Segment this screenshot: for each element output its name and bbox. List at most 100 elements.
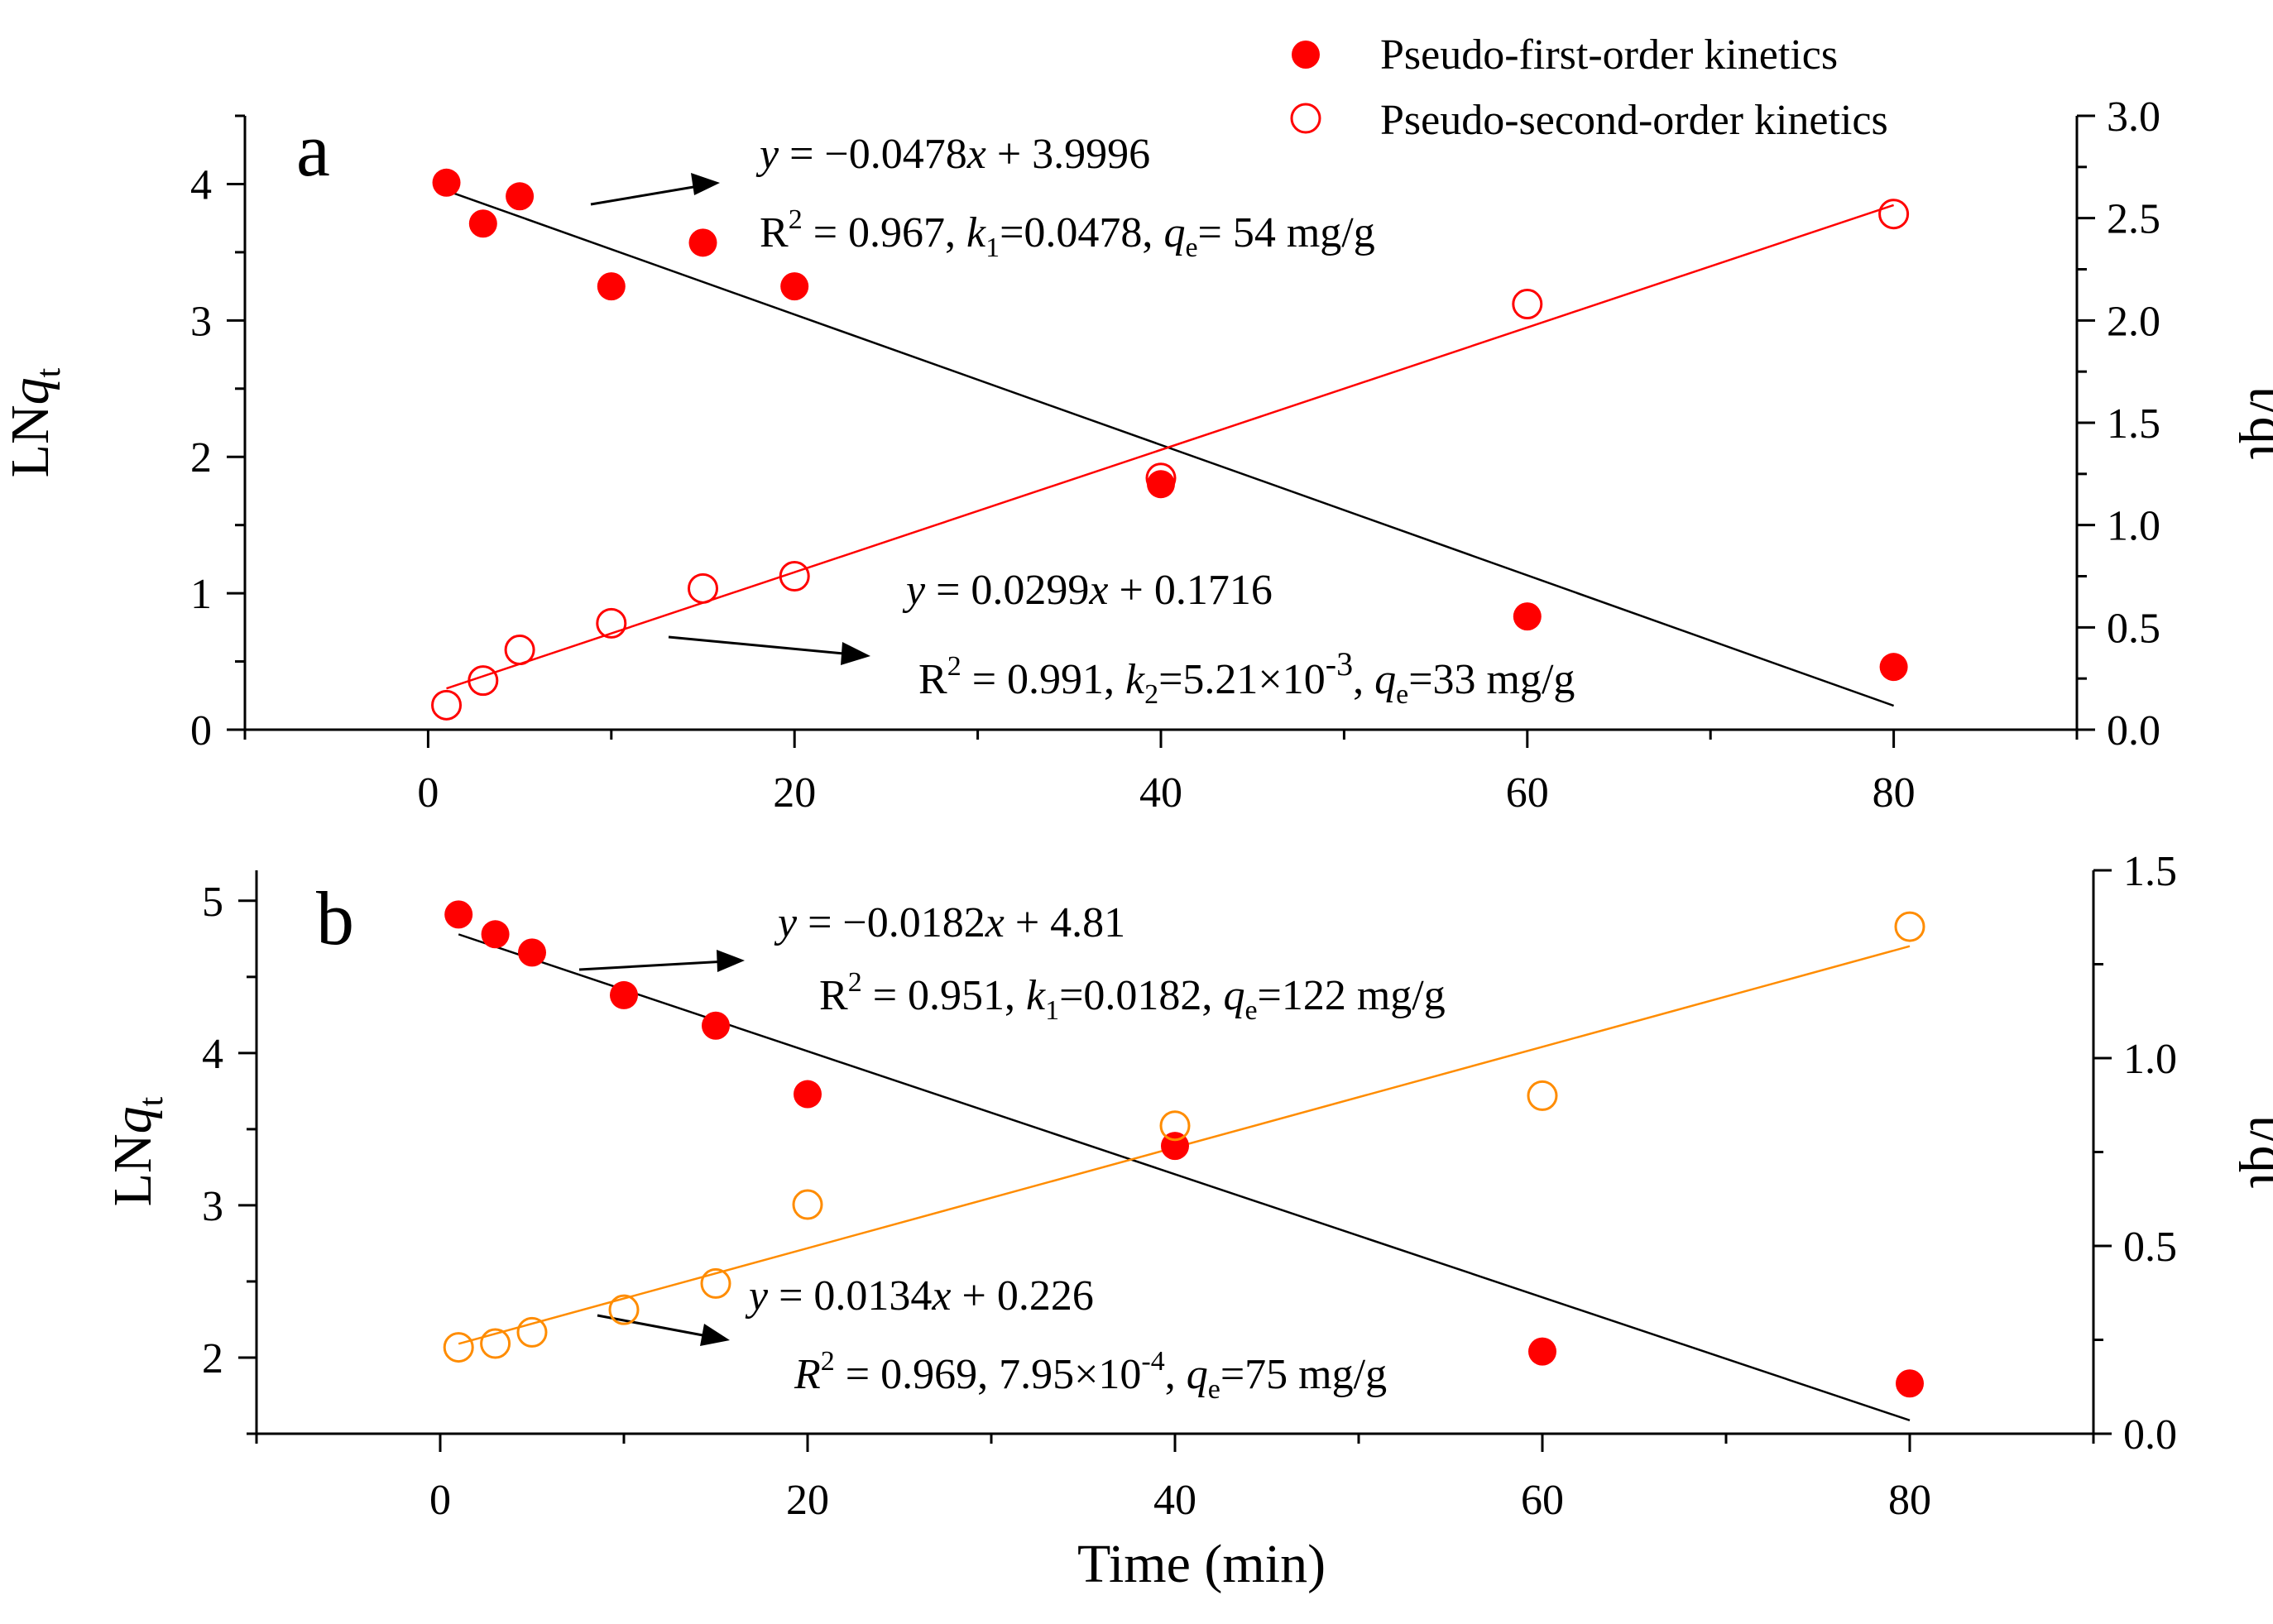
panel-b-x-tick-label: 80 <box>1888 1477 1931 1524</box>
panel-b-point-first-order <box>444 900 473 929</box>
panel-b-point-second-order <box>516 1316 548 1348</box>
legend: Pseudo-first-order kinetics Pseudo-secon… <box>1290 31 1888 144</box>
panel-b-x-tick-label: 40 <box>1153 1477 1196 1524</box>
panel-a-point-first-order <box>780 272 809 301</box>
panel-b-point-second-order <box>1159 1110 1191 1142</box>
panel-a-point-first-order <box>688 228 717 257</box>
panel-a-first-eq: y = −0.0478x + 3.9996 <box>755 131 1150 178</box>
panel-a-point-second-order <box>504 635 535 666</box>
panel-b-right-tick-label: 0.0 <box>2123 1411 2177 1459</box>
panel-b-first-eq: y = −0.0182x + 4.81 <box>774 899 1125 946</box>
panel-a-point-second-order <box>596 607 627 639</box>
panel-a-annotations: y = −0.0478x + 3.9996 R2 = 0.967, k1=0.0… <box>590 131 1575 710</box>
panel-a-left-tick-label: 0 <box>190 707 212 755</box>
panel-a-point-first-order <box>597 272 626 301</box>
panel-a-x-tick-label: 80 <box>1873 769 1916 817</box>
panel-b-second-eq: y = 0.0134x + 0.226 <box>745 1272 1094 1320</box>
panel-b-point-first-order <box>794 1080 822 1109</box>
legend-label-first-order: Pseudo-first-order kinetics <box>1380 31 1838 79</box>
panel-a-second-stats: R2 = 0.991, k2=5.21×10-3, qe=33 mg/g <box>918 645 1575 710</box>
panel-b-x-tick-label: 20 <box>786 1477 829 1524</box>
panel-a-right-tick-label: 2.5 <box>2107 196 2160 243</box>
panel-b-fit-line-first-order <box>458 933 1911 1421</box>
panel-a-point-second-order <box>468 665 499 697</box>
panel-letter-a: a <box>296 108 330 192</box>
panel-a-right-tick-label: 2.0 <box>2107 298 2160 345</box>
panel-a-first-stats: R2 = 0.967, k1=0.0478, qe= 54 mg/g <box>760 204 1375 263</box>
panel-b-point-second-order <box>443 1332 474 1363</box>
panel-a-point-first-order <box>506 182 535 211</box>
panel-b-right-tick-label: 1.5 <box>2123 848 2177 895</box>
panel-b-arrow-second <box>597 1314 712 1339</box>
panel-b-left-tick-label: 2 <box>202 1335 223 1382</box>
panel-b-arrow-first <box>578 960 727 971</box>
panel-a-x-tick-label: 0 <box>417 769 439 817</box>
panel-a-x-tick-label: 20 <box>773 769 816 817</box>
panel-b-left-axis-title: LNqt <box>103 1096 170 1206</box>
panel-b-point-second-order <box>608 1294 640 1325</box>
legend-marker-second-order <box>1290 103 1321 134</box>
panel-b-point-second-order <box>792 1189 823 1220</box>
x-axis-title: Time (min) <box>1077 1534 1326 1594</box>
panel-a-point-second-order <box>1512 289 1543 320</box>
panel-a-right-tick-label: 3.0 <box>2107 93 2160 141</box>
panel-a-x-tick-label: 60 <box>1506 769 1549 817</box>
panel-a-x-tick-label: 40 <box>1139 769 1182 817</box>
panel-a-point-second-order <box>1145 462 1177 494</box>
panel-b-right-tick-label: 1.0 <box>2123 1036 2177 1083</box>
panel-b-left-tick-label: 3 <box>202 1183 223 1230</box>
panel-a-arrowhead-first <box>691 173 720 195</box>
panel-a-left-tick-label: 1 <box>190 571 212 618</box>
panel-b-plot: 0 20 40 60 80 2 3 4 5 0.0 0.5 1.0 1.5 LNqt t/qt <box>103 848 2273 1524</box>
panel-a-right-tick-label: 1.0 <box>2107 503 2160 550</box>
legend-label-second-order: Pseudo-second-order kinetics <box>1380 97 1888 144</box>
panel-a-second-eq: y = 0.0299x + 0.1716 <box>902 567 1273 614</box>
panel-b-point-first-order <box>481 920 510 949</box>
panel-b-left-tick-label: 5 <box>202 879 223 926</box>
panel-b-point-first-order <box>610 980 638 1009</box>
panel-a-point-second-order <box>1878 199 1910 230</box>
panel-a-left-axis-title: LNqt <box>0 367 68 477</box>
panel-a-right-tick-label: 1.5 <box>2107 400 2160 448</box>
panel-b-left-tick-label: 4 <box>202 1031 223 1078</box>
panel-a-right-axis-title: t/qt <box>2238 386 2273 459</box>
panel-b-right-tick-label: 0.5 <box>2123 1224 2177 1271</box>
panel-b-point-first-order <box>1528 1337 1556 1366</box>
panel-a-point-second-order <box>779 561 810 592</box>
panel-b-arrowhead-second <box>700 1324 730 1346</box>
panel-b-x-tick-label: 60 <box>1521 1477 1564 1524</box>
panel-b-point-first-order <box>518 938 546 967</box>
panel-a-arrow-first <box>590 184 704 206</box>
panel-a-point-first-order <box>432 168 461 197</box>
panel-a-right-tick-label: 0.0 <box>2107 707 2160 755</box>
panel-a-point-second-order <box>688 572 718 604</box>
panel-b-point-second-order <box>700 1267 731 1299</box>
panel-a-right-tick-label: 0.5 <box>2107 605 2160 652</box>
panel-a-point-first-order <box>1879 653 1908 682</box>
panel-b-x-tick-label: 0 <box>429 1477 451 1524</box>
panel-a-point-first-order <box>1513 602 1542 631</box>
panel-b-point-first-order <box>702 1011 730 1040</box>
panel-a-fit-line-second-order <box>446 204 1894 690</box>
panel-b-first-stats: R2 = 0.951, k1=0.0182, qe=122 mg/g <box>819 967 1446 1026</box>
panel-a-arrowhead-second <box>841 642 870 665</box>
panel-b-annotations: y = −0.0182x + 4.81 R2 = 0.951, k1=0.018… <box>578 899 1446 1405</box>
panel-a-left-tick-label: 4 <box>190 161 212 208</box>
panel-a-point-first-order <box>1147 470 1175 499</box>
panel-b-point-first-order <box>1896 1369 1924 1398</box>
panel-b-second-stats: R2 = 0.969, 7.95×10-4, qe=75 mg/g <box>794 1346 1387 1405</box>
panel-b-point-second-order <box>1527 1080 1558 1111</box>
panel-b-arrowhead-first <box>717 950 745 972</box>
panel-a-arrow-second <box>668 635 853 656</box>
legend-marker-first-order <box>1292 41 1320 69</box>
panel-a-point-second-order <box>431 689 463 721</box>
panel-b-point-second-order <box>1894 911 1925 942</box>
panel-a-fit-line-first-order <box>446 189 1895 707</box>
panel-a-left-tick-label: 2 <box>190 434 212 481</box>
panel-letter-b: b <box>316 876 354 961</box>
panel-a-point-first-order <box>468 209 497 238</box>
panel-b-right-axis-title: t/qt <box>2238 1115 2273 1188</box>
panel-a-plot: 0 20 40 60 80 0 1 2 3 4 0.0 0.5 1.0 1.5 2.0 2.5 3.0 LNqt t… <box>0 93 2273 817</box>
panel-b-point-second-order <box>480 1328 511 1359</box>
